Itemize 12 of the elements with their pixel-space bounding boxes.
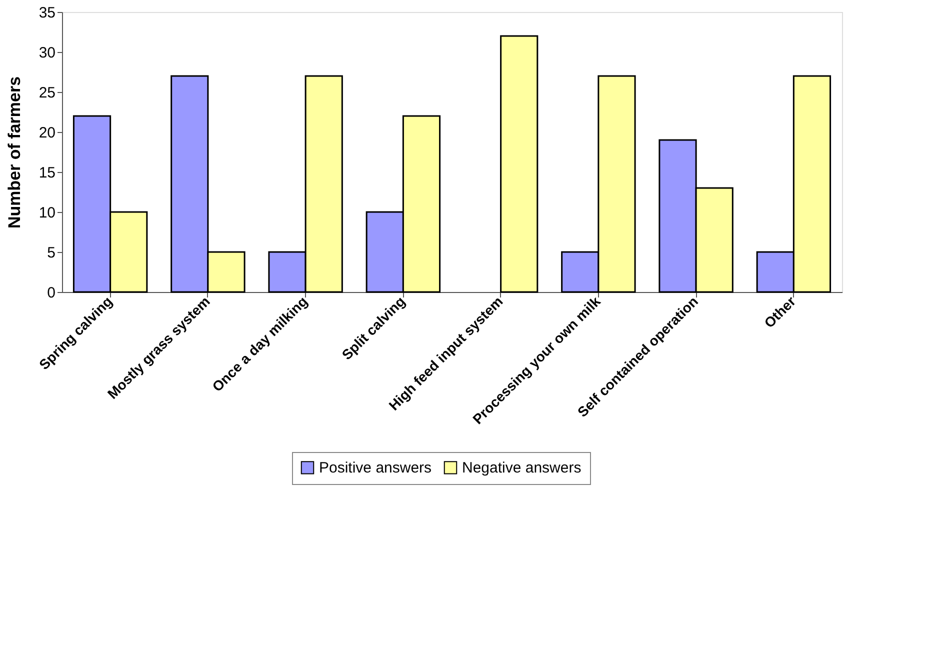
y-tick-label: 0 xyxy=(47,284,56,302)
bar xyxy=(500,35,538,293)
y-tick-label: 10 xyxy=(38,204,56,222)
legend-label: Positive answers xyxy=(319,460,432,477)
y-axis-title: Number of farmers xyxy=(4,76,24,229)
legend-label: Negative answers xyxy=(462,460,582,477)
y-tick-label: 35 xyxy=(38,4,56,22)
y-tick-label: 5 xyxy=(47,244,56,262)
y-tick-label: 20 xyxy=(38,124,56,142)
y-tick-label: 25 xyxy=(38,84,56,102)
y-tick-label: 15 xyxy=(38,164,56,182)
y-tick-label: 30 xyxy=(38,44,56,62)
